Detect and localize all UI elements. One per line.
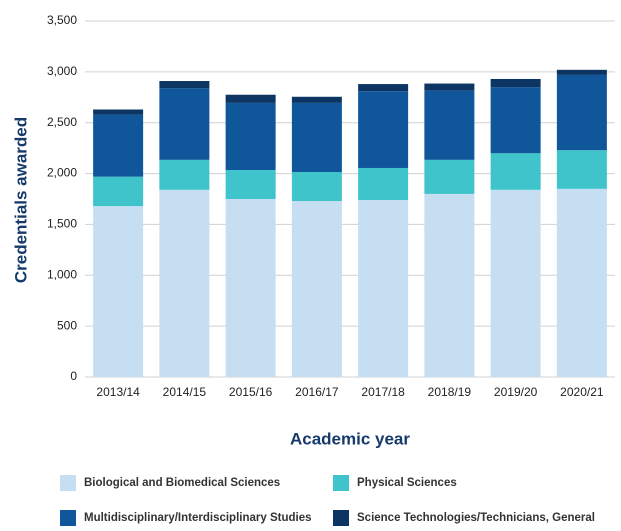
bar-segment xyxy=(225,102,276,171)
y-tick-label: 500 xyxy=(57,318,77,332)
legend-label: Physical Sciences xyxy=(357,477,457,489)
legend-swatch xyxy=(60,475,76,491)
bar-segment xyxy=(225,199,276,377)
x-tick-label: 2016/17 xyxy=(295,385,339,399)
y-tick-label: 2,500 xyxy=(47,115,77,129)
legend-swatch xyxy=(333,510,349,526)
bar-segment xyxy=(93,114,144,177)
bar-segment xyxy=(291,201,342,377)
x-tick-label: 2020/21 xyxy=(560,385,604,399)
legend-label: Science Technologies/Technicians, Genera… xyxy=(357,512,595,524)
bar-segment xyxy=(358,200,409,377)
bar-segment xyxy=(424,83,475,91)
y-tick-label: 3,000 xyxy=(47,64,77,78)
x-tick-label: 2017/18 xyxy=(361,385,405,399)
bar-segment xyxy=(225,170,276,199)
bar-segment xyxy=(159,189,210,377)
bar-segment xyxy=(358,167,409,201)
bar-segment xyxy=(159,159,210,190)
bar-segment xyxy=(556,188,607,377)
bar-segment xyxy=(490,153,541,190)
bar-segment xyxy=(291,172,342,202)
bar-segment xyxy=(424,90,475,160)
bar-segment xyxy=(159,88,210,160)
x-tick-label: 2018/19 xyxy=(428,385,472,399)
bar-segment xyxy=(424,193,475,377)
y-tick-label: 1,500 xyxy=(47,217,77,231)
bar-segment xyxy=(93,109,144,115)
bar-segment xyxy=(93,176,144,207)
bar-segment xyxy=(225,94,276,103)
bar-segment xyxy=(490,87,541,154)
bar-segment xyxy=(93,206,144,377)
bar-segment xyxy=(556,69,607,75)
y-tick-label: 3,500 xyxy=(47,13,77,27)
bar-segment xyxy=(424,159,475,194)
legend-label: Biological and Biomedical Sciences xyxy=(84,477,280,489)
y-tick-label: 1,000 xyxy=(47,267,77,281)
bar-segment xyxy=(291,96,342,103)
bar-segment xyxy=(556,150,607,189)
x-tick-label: 2013/14 xyxy=(96,385,140,399)
legend-swatch xyxy=(333,475,349,491)
x-tick-label: 2014/15 xyxy=(163,385,207,399)
bar-segment xyxy=(358,84,409,92)
bar-segment xyxy=(490,189,541,377)
x-tick-label: 2019/20 xyxy=(494,385,538,399)
bar-segment xyxy=(291,102,342,173)
y-axis-label: Credentials awarded xyxy=(11,117,30,283)
y-tick-label: 0 xyxy=(70,369,77,383)
legend-label: Multidisciplinary/Interdisciplinary Stud… xyxy=(84,512,312,524)
x-tick-label: 2015/16 xyxy=(229,385,273,399)
bar-segment xyxy=(159,81,210,89)
legend-swatch xyxy=(60,510,76,526)
bar-segment xyxy=(490,78,541,88)
y-tick-label: 2,000 xyxy=(47,166,77,180)
x-axis-label: Academic year xyxy=(290,429,410,448)
bar-segment xyxy=(556,74,607,151)
bar-segment xyxy=(358,91,409,168)
